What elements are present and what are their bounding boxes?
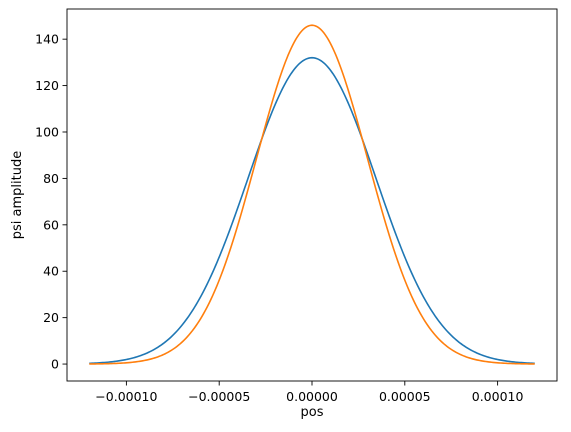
- y-tick-label: 140: [35, 32, 59, 47]
- x-tick-label: 0.00005: [379, 389, 431, 404]
- plot-frame: [67, 9, 557, 381]
- y-tick-label: 20: [43, 310, 59, 325]
- x-axis-label: pos: [301, 405, 324, 420]
- y-tick-label: 60: [43, 217, 59, 232]
- y-tick-label: 40: [43, 264, 59, 279]
- series-line-1: [89, 58, 534, 364]
- x-axis: −0.00010 −0.00005 0.00000 0.00005 0.00010: [95, 381, 523, 404]
- y-tick-label: 0: [51, 357, 59, 372]
- y-axis-label: psi amplitude: [10, 151, 25, 239]
- y-tick-label: 100: [35, 124, 59, 139]
- series-line-2: [89, 25, 534, 364]
- x-tick-label: −0.00010: [95, 389, 157, 404]
- x-tick-label: 0.00010: [472, 389, 524, 404]
- y-tick-label: 120: [35, 78, 59, 93]
- y-axis: 0 20 40 60 80 100 120 140: [35, 32, 67, 372]
- x-tick-label: 0.00000: [286, 389, 338, 404]
- y-tick-label: 80: [43, 171, 59, 186]
- series-layer: [89, 25, 534, 364]
- x-tick-label: −0.00005: [188, 389, 250, 404]
